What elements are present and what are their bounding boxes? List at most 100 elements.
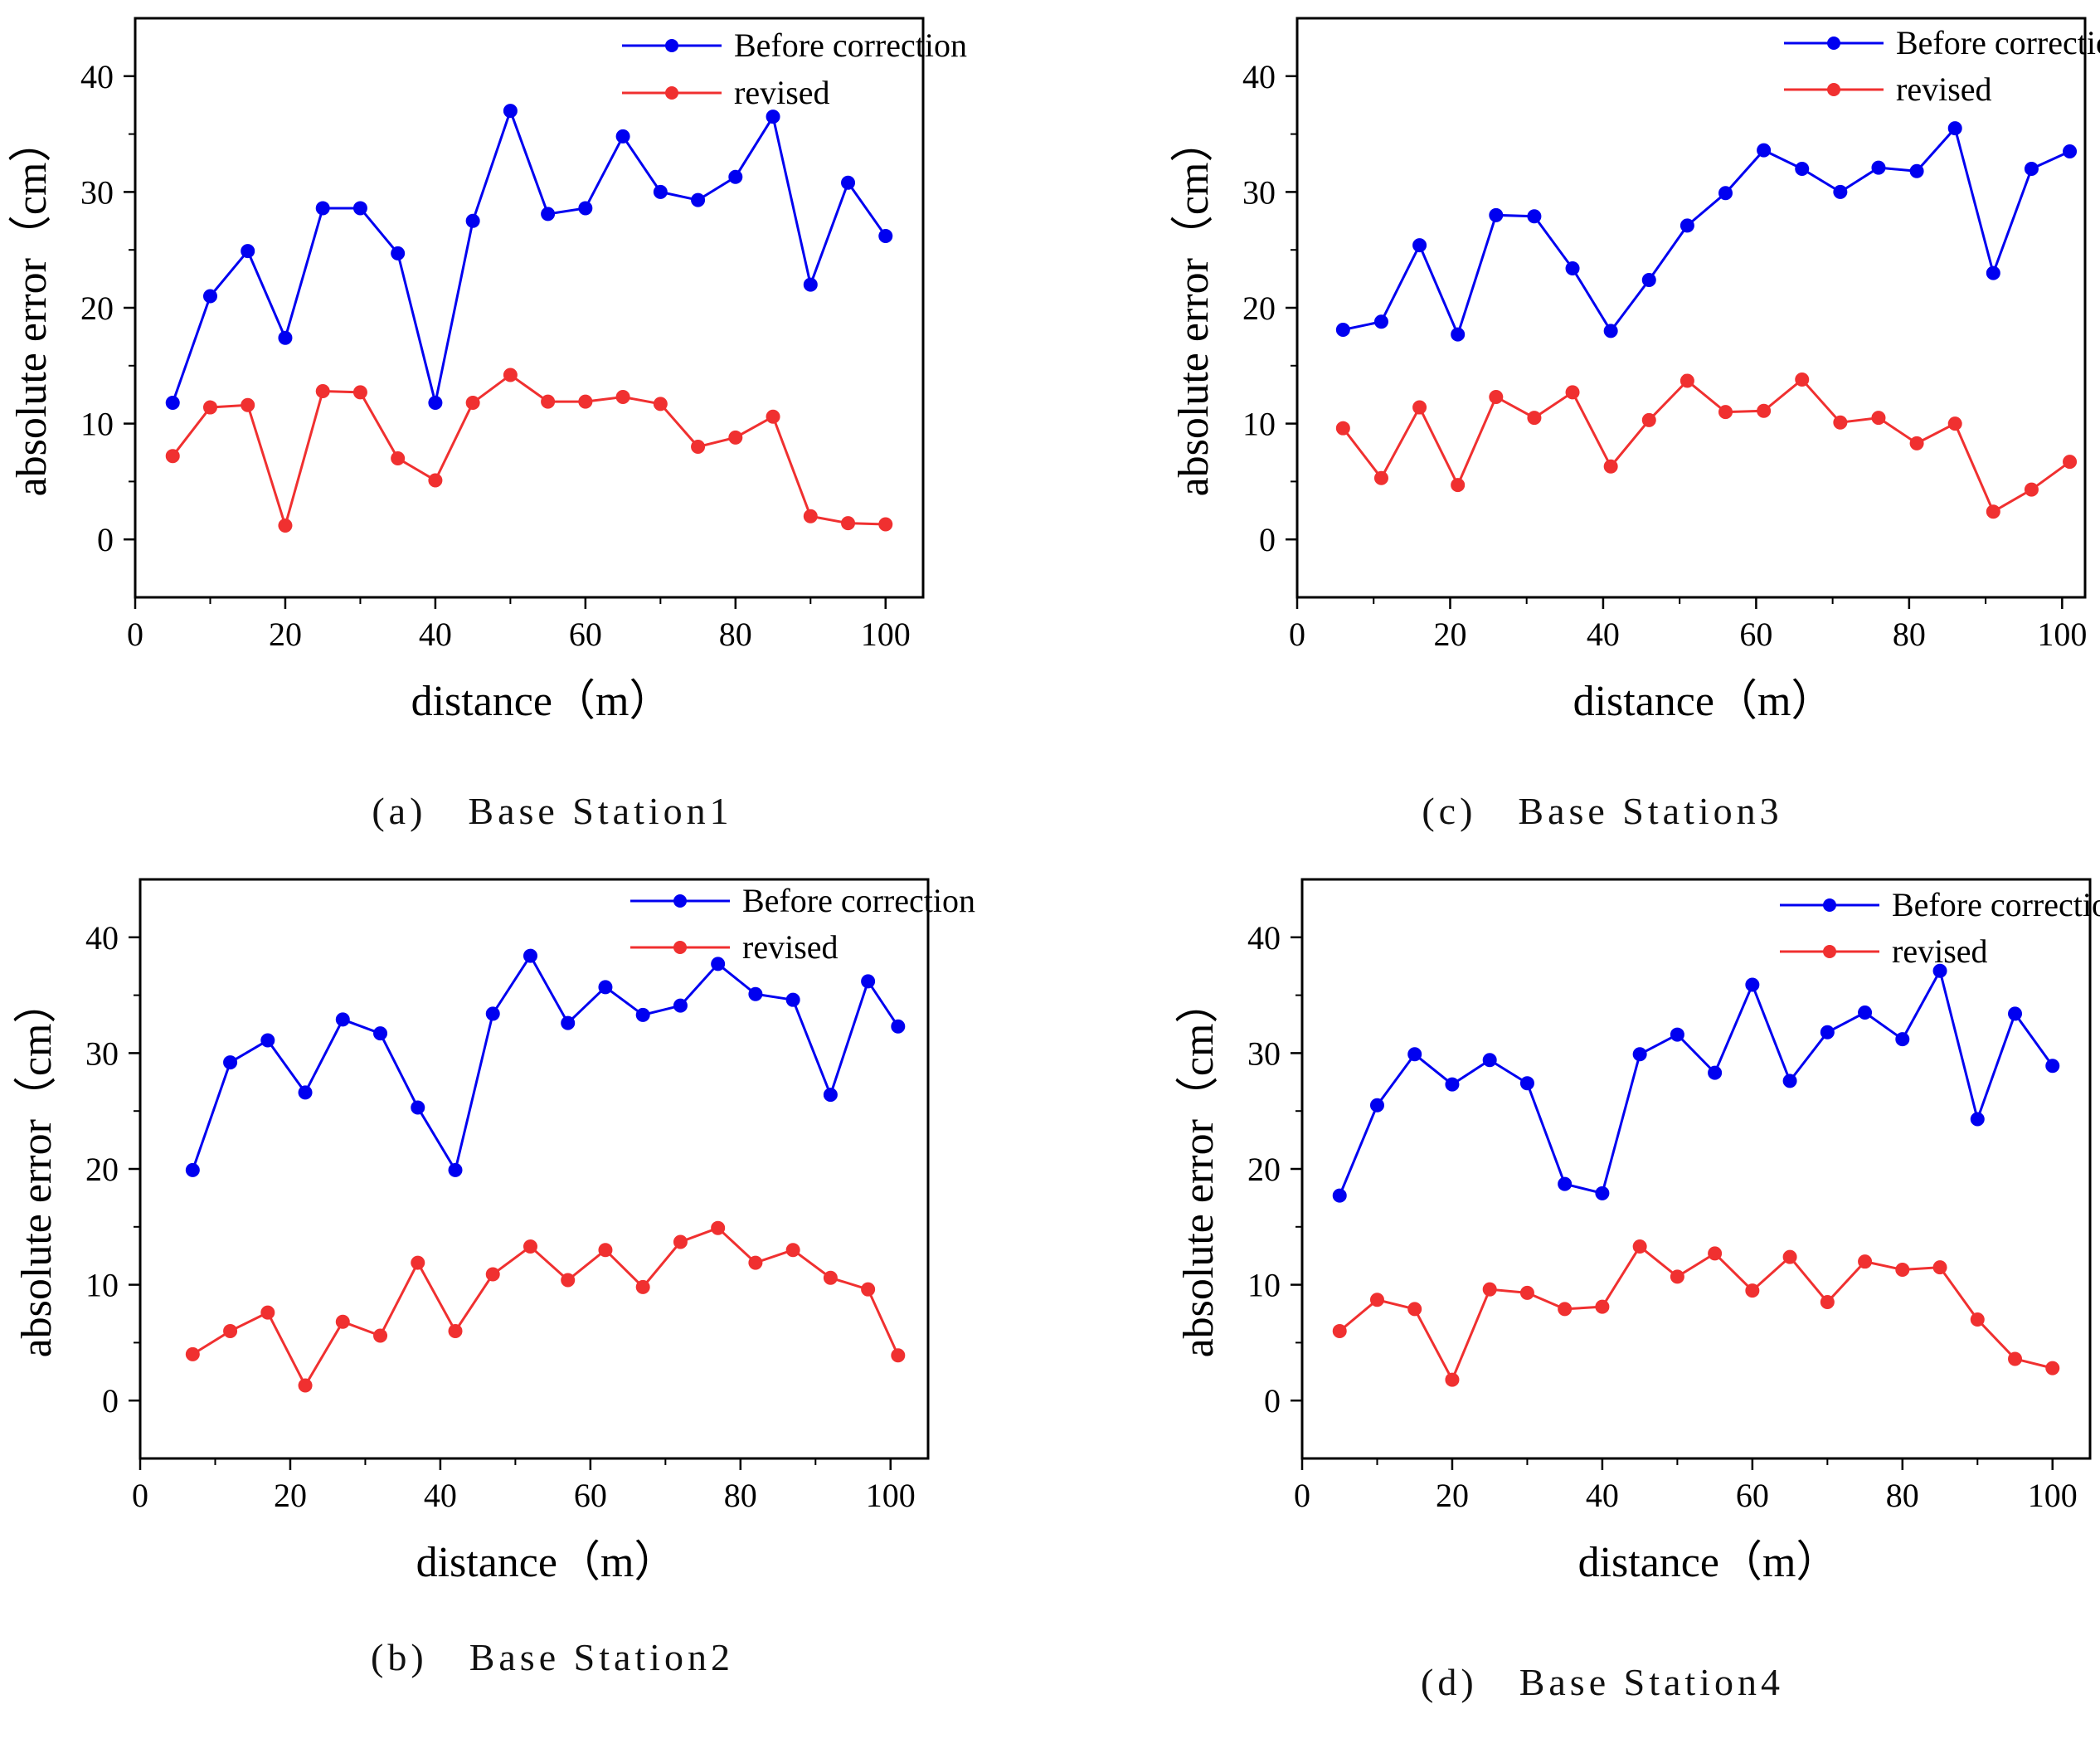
data-point (1332, 1188, 1347, 1203)
data-point (653, 397, 668, 411)
x-tick-label: 20 (274, 1477, 307, 1514)
data-point (1708, 1065, 1723, 1080)
data-point (1369, 1293, 1384, 1307)
data-point (635, 1007, 650, 1022)
data-point (223, 1055, 238, 1070)
data-point (2008, 1351, 2023, 1366)
data-point (1451, 327, 1466, 342)
data-point (1565, 261, 1580, 276)
x-tick-label: 0 (1294, 1477, 1310, 1514)
legend-label: Before correction (1896, 24, 2100, 61)
data-point (598, 980, 613, 995)
y-tick-label: 40 (80, 58, 114, 95)
data-point (1632, 1239, 1647, 1254)
data-point (1595, 1186, 1610, 1200)
data-point (541, 394, 556, 409)
data-point (841, 175, 856, 190)
data-point (185, 1346, 200, 1361)
data-point (428, 395, 443, 410)
x-tick-label: 0 (127, 616, 143, 653)
data-point (635, 1279, 650, 1294)
y-tick-label: 30 (1247, 1035, 1281, 1072)
data-point (1745, 1283, 1760, 1298)
legend-label: revised (1896, 71, 1992, 108)
data-point (298, 1085, 313, 1100)
data-point (1909, 163, 1924, 178)
data-point (2024, 482, 2039, 497)
data-point (373, 1328, 388, 1343)
data-point (1932, 963, 1947, 978)
legend-marker (1823, 898, 1836, 912)
panel-a: 0 20 40 60 80 100 0 10 20 30 40 distance（m） absolute… (0, 0, 1050, 841)
y-tick-label: 30 (85, 1035, 119, 1072)
y-tick-label: 20 (1247, 1151, 1281, 1188)
data-point (1947, 121, 1962, 136)
data-point (1527, 209, 1542, 224)
y-tick-label: 40 (1247, 919, 1281, 957)
data-point (241, 397, 255, 412)
data-point (1482, 1053, 1497, 1068)
legend-label: Before correction (734, 27, 967, 64)
data-point (728, 430, 743, 445)
data-point (785, 1243, 800, 1258)
y-tick-label: 0 (102, 1382, 119, 1419)
data-point (1820, 1025, 1835, 1040)
y-tick-label: 40 (85, 919, 119, 957)
data-point (1407, 1302, 1422, 1317)
x-axis-label: distance（m） (1578, 1539, 1840, 1586)
legend-label: Before correction (742, 882, 975, 919)
data-point (1335, 323, 1350, 338)
panel-caption: Base Station3 (1518, 790, 1783, 832)
data-point (1412, 238, 1427, 253)
data-point (1482, 1282, 1497, 1297)
data-point (260, 1033, 275, 1048)
data-point (1373, 314, 1388, 329)
data-point (1335, 421, 1350, 436)
x-tick-label: 40 (1586, 1477, 1619, 1514)
series-line-revised (1342, 377, 2071, 514)
panel-label: (b) (371, 1636, 428, 1678)
data-point (315, 384, 330, 399)
x-tick-label: 60 (1736, 1477, 1769, 1514)
x-tick-label: 0 (1289, 616, 1305, 653)
data-point (278, 330, 293, 345)
x-tick-label: 20 (1433, 616, 1466, 653)
y-tick-label: 10 (80, 406, 114, 443)
y-tick-label: 30 (80, 173, 114, 211)
x-tick-label: 40 (419, 616, 452, 653)
data-point (1782, 1249, 1797, 1264)
x-tick-label: 60 (574, 1477, 607, 1514)
data-point (411, 1100, 425, 1115)
data-point (448, 1162, 463, 1177)
data-point (1373, 470, 1388, 485)
plot-frame (139, 878, 930, 1460)
panel-caption: Base Station4 (1519, 1661, 1784, 1703)
data-point (1632, 1047, 1647, 1062)
data-point (2063, 455, 2078, 470)
legend-label: revised (742, 928, 839, 966)
data-point (785, 992, 800, 1007)
data-point (1970, 1312, 1985, 1327)
data-point (335, 1012, 350, 1027)
data-point (615, 389, 630, 404)
data-point (1595, 1299, 1610, 1314)
chart-svg: 0 20 40 60 80 100 0 10 20 30 40 distance（m） absolute… (1175, 878, 2100, 1586)
data-point (1782, 1074, 1797, 1088)
legend-marker (1827, 83, 1840, 96)
data-point (1757, 143, 1772, 158)
y-tick-label: 10 (1247, 1267, 1281, 1304)
y-axis-label: absolute error（cm） (8, 119, 56, 497)
data-point (766, 409, 780, 424)
data-point (465, 395, 480, 410)
data-point (728, 169, 743, 184)
data-point (1970, 1112, 1985, 1127)
data-point (561, 1015, 576, 1030)
x-tick-label: 20 (1436, 1477, 1469, 1514)
data-point (1833, 184, 1848, 199)
x-tick-label: 80 (1893, 616, 1926, 653)
x-axis-label: distance（m） (1573, 678, 1835, 725)
data-point (861, 1282, 876, 1297)
x-tick-label: 80 (1886, 1477, 1919, 1514)
data-point (185, 1162, 200, 1177)
chart-svg: 0 20 40 60 80 100 0 10 20 30 40 distance（m） absolute… (8, 17, 967, 725)
